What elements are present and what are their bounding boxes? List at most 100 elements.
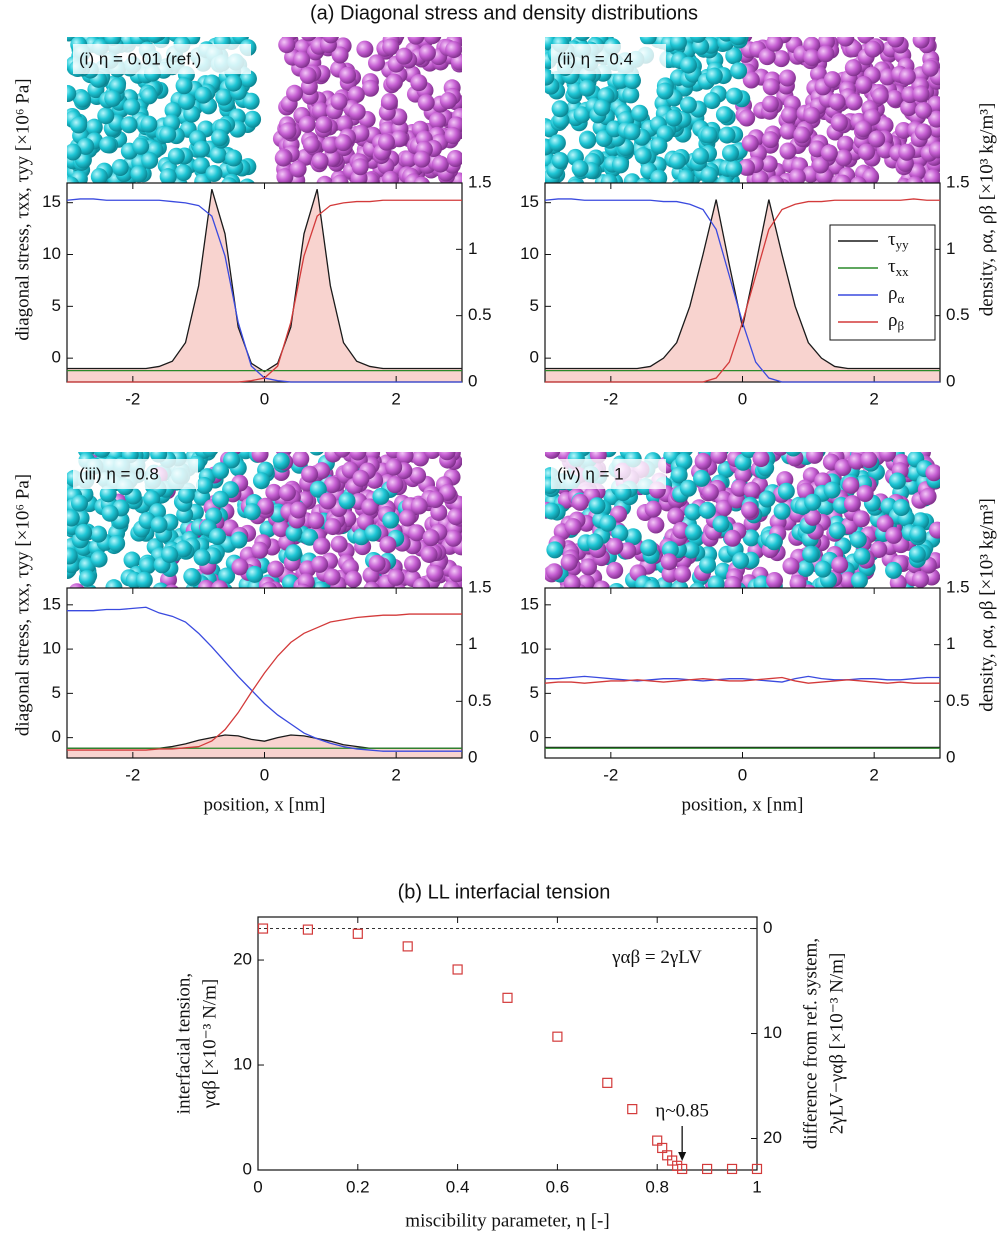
x-tick-label: 2 — [391, 765, 400, 784]
figure-title: (a) Diagonal stress and density distribu… — [310, 2, 698, 24]
particle — [260, 581, 278, 588]
particle — [588, 497, 606, 515]
particle — [410, 497, 428, 515]
particle — [919, 487, 937, 505]
particle — [67, 85, 77, 103]
particle — [640, 539, 658, 557]
particle — [631, 104, 649, 122]
particle — [551, 151, 569, 169]
x-tick-label: 0 — [260, 389, 269, 408]
label-box — [551, 44, 666, 74]
particle — [812, 156, 830, 174]
y2-tick-label: 1 — [946, 634, 955, 653]
particle — [379, 536, 397, 554]
particle — [311, 152, 329, 170]
particle — [331, 174, 349, 183]
y2-tick-label: 1.5 — [468, 577, 492, 596]
x-tick-label: -2 — [125, 765, 140, 784]
particle — [423, 37, 441, 45]
particle — [636, 177, 652, 183]
particle — [777, 482, 795, 500]
particle — [571, 159, 589, 177]
x-tick-label: 1 — [752, 1177, 761, 1196]
particle — [336, 115, 354, 133]
particle — [888, 472, 906, 490]
particle — [802, 545, 820, 563]
particle — [289, 160, 307, 178]
particle — [90, 168, 108, 183]
particle — [863, 108, 881, 126]
line — [545, 199, 940, 370]
particle — [174, 540, 192, 558]
particle — [231, 558, 249, 576]
particle — [788, 168, 806, 183]
particle — [705, 67, 723, 85]
y-tick-label: 15 — [520, 594, 539, 613]
particle — [837, 135, 855, 153]
particle — [69, 583, 85, 588]
particle — [845, 93, 863, 111]
y-tick-label: 10 — [233, 1055, 252, 1074]
particle — [908, 163, 926, 181]
particle — [123, 98, 141, 116]
particle — [738, 109, 756, 127]
particle — [139, 557, 157, 575]
particle — [789, 574, 807, 588]
particle — [347, 86, 365, 104]
y-tick-label: 10 — [42, 639, 61, 658]
annotation: η~0.85 — [655, 1100, 708, 1121]
particle — [738, 158, 756, 176]
particle — [418, 44, 436, 62]
point — [502, 992, 513, 1003]
particle — [267, 560, 285, 578]
particle — [551, 100, 569, 118]
particle — [164, 584, 179, 588]
particle — [368, 554, 386, 572]
y2-tick-label: 0.5 — [946, 691, 970, 710]
y-tick-label: 5 — [52, 296, 61, 315]
particle — [644, 500, 662, 518]
particle — [380, 93, 398, 111]
particle — [856, 484, 874, 502]
particle — [120, 116, 138, 134]
point — [751, 1163, 763, 1175]
snapshot — [67, 452, 462, 588]
line — [67, 189, 462, 373]
particle — [382, 170, 400, 183]
particle — [299, 67, 317, 85]
particle — [578, 79, 596, 97]
particle — [586, 533, 604, 551]
particle — [895, 121, 913, 139]
particle — [575, 37, 590, 42]
particle — [721, 144, 739, 162]
x-axis-label: position, x [nm] — [682, 794, 804, 815]
particle — [871, 87, 889, 105]
particle — [691, 147, 709, 165]
particle — [417, 94, 435, 112]
particle — [624, 528, 642, 546]
particle — [309, 452, 324, 456]
point — [452, 964, 463, 975]
particle — [331, 46, 349, 64]
particle — [809, 65, 827, 83]
particle — [684, 523, 702, 541]
x-tick-label: 0 — [738, 389, 747, 408]
line — [545, 675, 940, 683]
particle — [104, 37, 122, 46]
particle — [725, 47, 743, 65]
particle — [639, 37, 657, 46]
particle — [316, 175, 334, 183]
particle — [361, 498, 379, 516]
x-tick-label: 2 — [391, 389, 400, 408]
plot-frame — [544, 587, 941, 759]
area — [67, 734, 462, 758]
particle — [928, 521, 940, 539]
particle — [600, 173, 618, 183]
particle — [843, 495, 861, 513]
particle — [385, 73, 403, 91]
particle — [286, 84, 304, 102]
particle — [724, 576, 742, 588]
particle — [211, 129, 229, 147]
particle — [831, 556, 849, 574]
particle — [782, 557, 800, 575]
